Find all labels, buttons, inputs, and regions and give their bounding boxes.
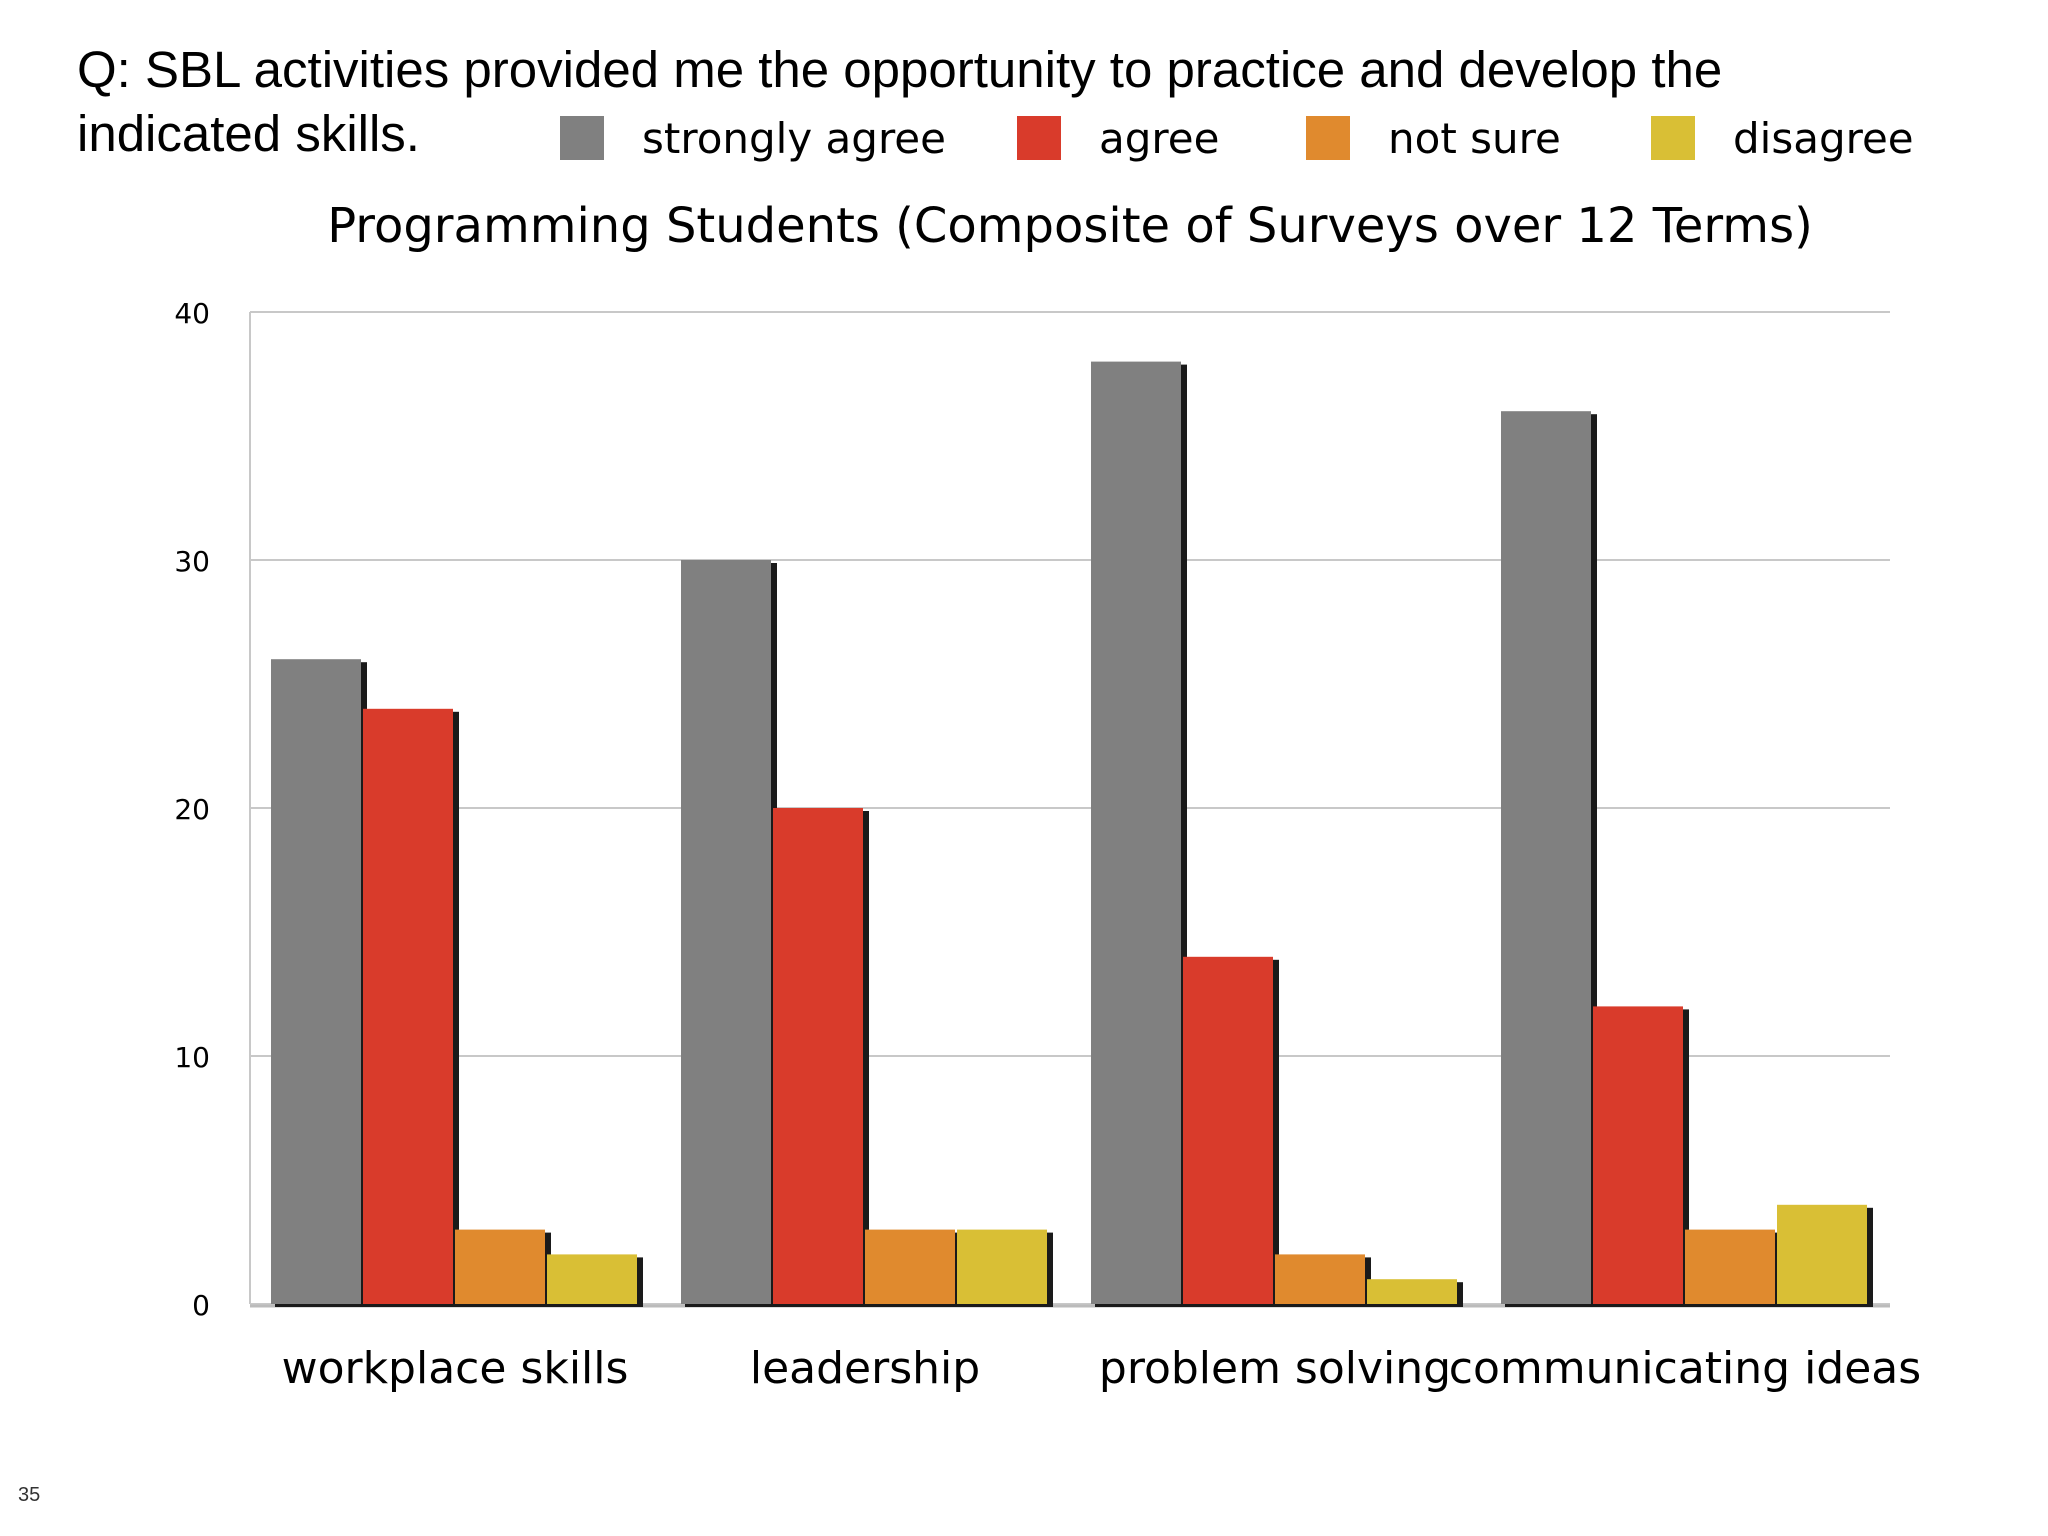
bar-agree — [363, 708, 453, 1304]
bar-agree — [1183, 956, 1273, 1304]
bar-not-sure — [1275, 1254, 1365, 1304]
question-text: Q: SBL activities provided me the opport… — [77, 41, 1723, 162]
bar-disagree — [1777, 1204, 1867, 1304]
y-axis-ticks: 0 10 20 30 40 — [174, 297, 210, 1322]
x-category-label: problem solving — [1099, 1343, 1451, 1394]
y-tick-label: 40 — [174, 297, 210, 330]
bar-not-sure — [865, 1229, 955, 1304]
bar-disagree — [957, 1229, 1047, 1304]
legend-swatch — [560, 116, 604, 160]
legend-swatch — [1651, 116, 1695, 160]
x-category-label: leadership — [750, 1343, 980, 1394]
bar-strongly-agree — [1501, 411, 1591, 1304]
bar-strongly-agree — [1091, 361, 1181, 1305]
bar-strongly-agree — [681, 560, 771, 1304]
y-tick-label: 30 — [174, 545, 210, 578]
y-tick-label: 0 — [192, 1289, 210, 1322]
bar-agree — [773, 808, 863, 1304]
chart-bars — [271, 361, 1873, 1308]
legend-label: agree — [1099, 114, 1219, 163]
chart-legend: strongly agree agree not sure disagree — [560, 114, 1914, 163]
bar-not-sure — [1685, 1229, 1775, 1304]
y-tick-label: 20 — [174, 793, 210, 826]
legend-label: not sure — [1388, 114, 1561, 163]
legend-label: disagree — [1733, 114, 1914, 163]
x-category-label: workplace skills — [282, 1343, 629, 1394]
y-tick-label: 10 — [174, 1041, 210, 1074]
slide-number: 35 — [18, 1484, 41, 1506]
bar-agree — [1593, 1006, 1683, 1304]
chart-title: Programming Students (Composite of Surve… — [327, 198, 1813, 254]
bar-disagree — [1367, 1279, 1457, 1304]
x-axis-labels: workplace skills leadership problem solvin… — [282, 1343, 1922, 1394]
bar-disagree — [547, 1254, 637, 1304]
legend-label: strongly agree — [642, 114, 946, 163]
bar-not-sure — [455, 1229, 545, 1304]
legend-swatch — [1017, 116, 1061, 160]
bar-strongly-agree — [271, 659, 361, 1304]
legend-swatch — [1306, 116, 1350, 160]
x-category-label: communicating ideas — [1449, 1343, 1921, 1394]
